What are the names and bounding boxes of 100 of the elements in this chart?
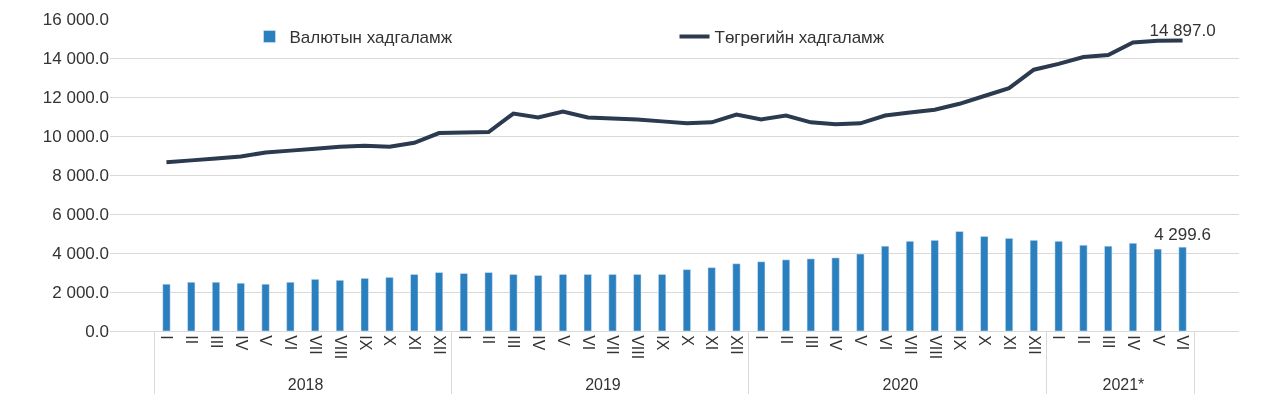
category-label: 2020 <box>882 376 919 394</box>
category-label: VII <box>306 335 324 355</box>
category-label: VI <box>1174 335 1192 351</box>
category-label: X <box>678 335 696 346</box>
bar <box>905 241 914 331</box>
category-label: 2018 <box>287 376 324 394</box>
y-tick-label: 2 000.0 <box>52 282 109 302</box>
category-label: III <box>802 335 820 349</box>
bar <box>534 275 543 331</box>
category-label: VIII <box>629 335 647 360</box>
y-tick-label: 16 000.0 <box>42 9 109 29</box>
bar <box>311 279 320 331</box>
bar <box>980 236 989 331</box>
category-label: XI <box>1000 335 1018 351</box>
bar <box>658 274 667 331</box>
bar <box>435 272 444 331</box>
y-tick-label: 10 000.0 <box>42 126 109 146</box>
bar <box>583 274 592 331</box>
bar <box>484 272 493 331</box>
bar <box>633 274 642 331</box>
bar <box>360 278 369 331</box>
legend-label: Төгрөгийн хадгаламж <box>714 28 885 48</box>
category-label: XII <box>1025 335 1043 355</box>
category-label: III <box>505 335 523 349</box>
bar <box>1178 246 1187 331</box>
bar <box>1029 240 1038 331</box>
bar <box>930 240 939 331</box>
category-label: XII <box>430 335 448 355</box>
bar <box>410 274 419 331</box>
y-tick-label: 0.0 <box>85 321 109 341</box>
category-label: XI <box>703 335 721 351</box>
category-label: X <box>976 335 994 346</box>
bar <box>385 277 394 331</box>
category-label: I <box>753 335 771 340</box>
y-tick-label: 6 000.0 <box>52 204 109 224</box>
bar <box>236 282 245 331</box>
bar <box>187 282 196 331</box>
category-label: II <box>183 335 201 345</box>
bar <box>757 261 766 331</box>
bar <box>1129 243 1137 331</box>
bar <box>509 274 518 331</box>
category-label: II <box>1075 335 1093 345</box>
bar <box>1104 245 1113 331</box>
bar <box>335 280 344 331</box>
bar <box>707 267 716 331</box>
category-label: VIII <box>331 335 349 360</box>
bar <box>782 259 790 331</box>
category-label: VI <box>282 335 300 351</box>
bar <box>286 282 295 331</box>
y-tick-label: 12 000.0 <box>42 87 109 107</box>
category-label: I <box>455 335 473 340</box>
bar <box>831 257 840 331</box>
category-label: V <box>257 335 275 346</box>
category-label: IX <box>356 335 374 351</box>
category-label: XI <box>406 335 424 351</box>
bar <box>1054 241 1063 331</box>
category-label: VIII <box>926 335 944 360</box>
bar <box>608 274 617 331</box>
category-label: V <box>852 335 870 346</box>
category-label: V <box>554 335 572 346</box>
category-label: VI <box>579 335 597 351</box>
category-label: IX <box>653 335 671 351</box>
bar <box>162 283 171 331</box>
y-tick-label: 4 000.0 <box>52 243 109 263</box>
bar <box>559 274 567 331</box>
category-label: V <box>1149 335 1167 346</box>
category-label: VI <box>876 335 894 351</box>
bar <box>459 273 468 331</box>
category-label: IX <box>951 335 969 351</box>
bar <box>261 283 270 331</box>
bar <box>881 245 890 331</box>
category-label: IV <box>827 335 845 351</box>
bar <box>856 253 865 331</box>
bar <box>1079 244 1088 331</box>
category-label: 2021* <box>1102 376 1145 394</box>
category-label: III <box>1100 335 1117 349</box>
category-label: IV <box>529 335 547 351</box>
category-label: II <box>480 335 498 345</box>
category-label: VII <box>901 335 919 355</box>
category-label: XII <box>728 335 746 355</box>
category-label: I <box>1050 335 1068 340</box>
category-label: II <box>777 335 795 345</box>
category-label: III <box>207 335 225 349</box>
y-tick-label: 8 000.0 <box>52 165 109 185</box>
category-label: 2019 <box>585 376 621 394</box>
bar <box>732 263 741 331</box>
bar <box>1153 248 1162 331</box>
legend-label: Валютын хадгаламж <box>289 28 453 48</box>
category-label: X <box>381 335 399 346</box>
bar <box>1005 238 1014 331</box>
bar <box>212 282 220 331</box>
bar <box>955 231 964 331</box>
category-label: IV <box>1124 335 1142 351</box>
category-label: VII <box>604 335 622 355</box>
data-label: 4 299.6 <box>1154 225 1211 245</box>
data-label: 14 897.0 <box>1149 21 1216 41</box>
y-tick-label: 14 000.0 <box>42 48 109 68</box>
bar <box>682 269 691 331</box>
category-label: I <box>158 335 176 340</box>
category-label: IV <box>232 335 250 351</box>
